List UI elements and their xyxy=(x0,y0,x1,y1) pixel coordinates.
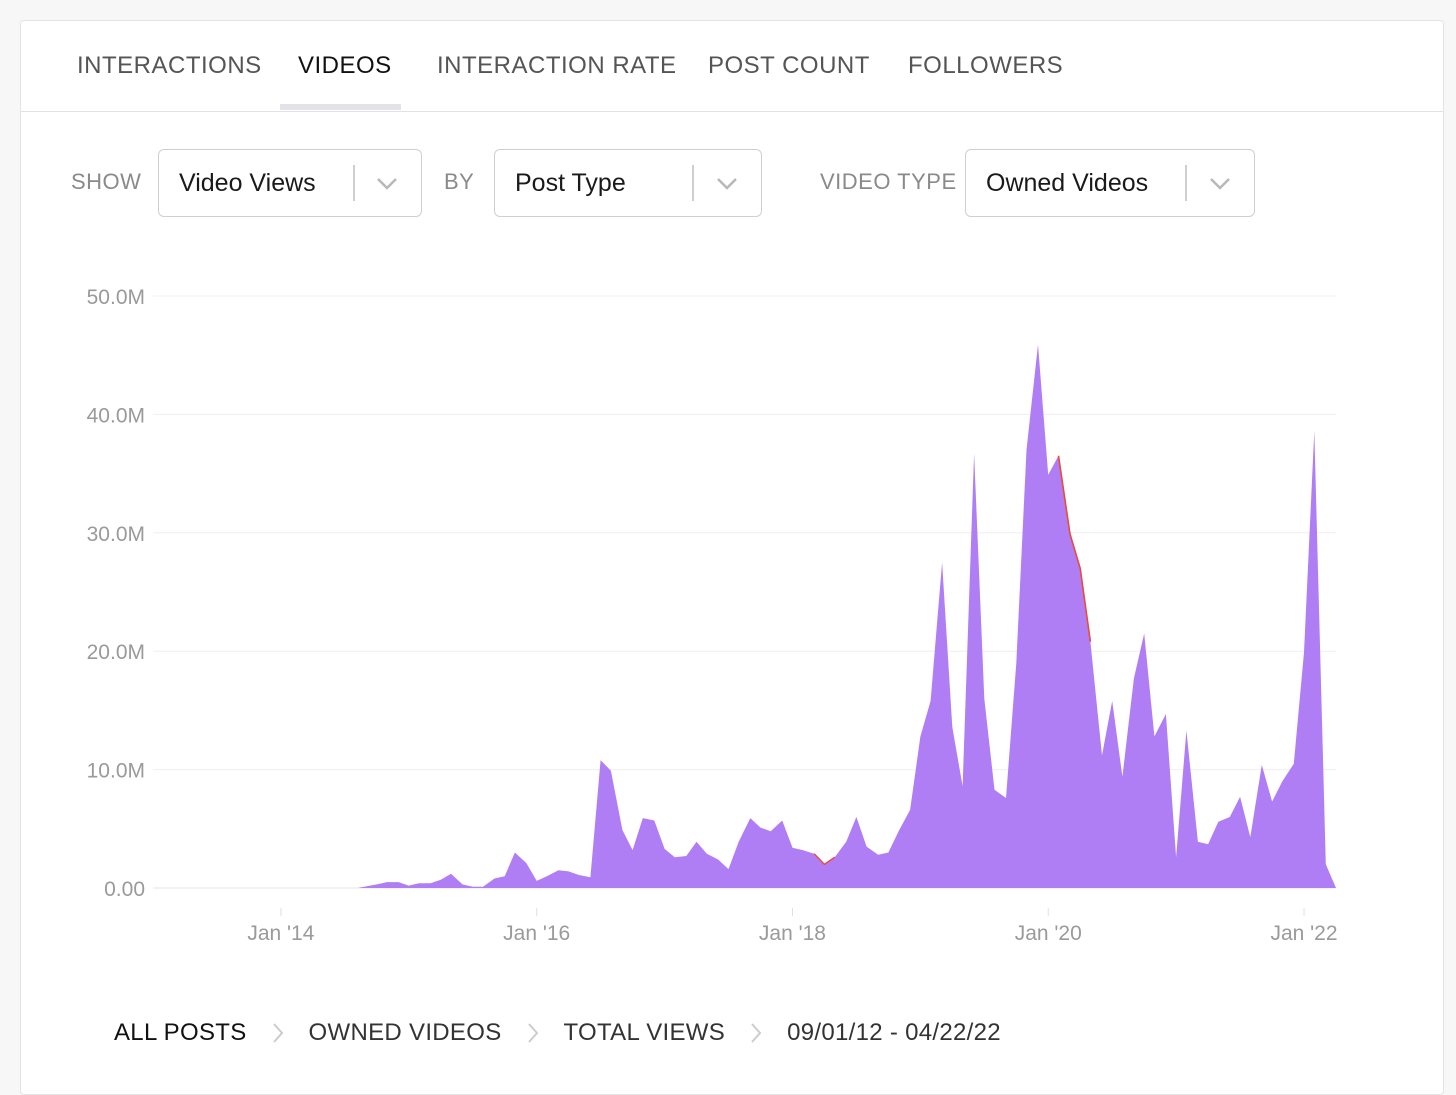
breadcrumb-total-views[interactable]: TOTAL VIEWS xyxy=(563,1019,726,1046)
breadcrumb-owned-videos[interactable]: OWNED VIDEOS xyxy=(308,1019,502,1046)
select-divider xyxy=(692,165,694,201)
x-tick-label: Jan '14 xyxy=(247,922,314,945)
tab-followers[interactable]: FOLLOWERS xyxy=(908,52,1064,79)
x-tick-label: Jan '18 xyxy=(759,922,826,945)
y-tick-label: 50.0M xyxy=(87,286,145,309)
by-select[interactable]: Post Type xyxy=(494,149,762,217)
y-tick-label: 30.0M xyxy=(87,523,145,546)
accent-series-line xyxy=(1057,455,1092,642)
chevron-down-icon[interactable] xyxy=(715,172,739,194)
chevron-right-icon xyxy=(527,1023,538,1043)
chevron-down-icon[interactable] xyxy=(1208,172,1232,194)
x-tick-label: Jan '22 xyxy=(1270,922,1337,945)
y-tick-label: 10.0M xyxy=(87,760,145,783)
accent-series-line xyxy=(813,853,836,866)
tab-post-count[interactable]: POST COUNT xyxy=(708,52,870,79)
chevron-down-icon[interactable] xyxy=(375,172,399,194)
tab-videos[interactable]: VIDEOS xyxy=(298,52,392,79)
video-type-select[interactable]: Owned Videos xyxy=(965,149,1255,217)
by-label: BY xyxy=(444,169,475,194)
select-divider xyxy=(353,165,355,201)
tab-bar: INTERACTIONS VIDEOS INTERACTION RATE POS… xyxy=(21,21,1443,112)
y-tick-label: 40.0M xyxy=(87,404,145,427)
show-select[interactable]: Video Views xyxy=(158,149,422,217)
chevron-right-icon xyxy=(751,1023,762,1043)
breadcrumb-date-range[interactable]: 09/01/12 - 04/22/22 xyxy=(787,1019,1001,1046)
x-axis: Jan '14 Jan '16 Jan '18 Jan '20 Jan '22 xyxy=(247,908,1338,945)
active-tab-indicator xyxy=(280,104,401,110)
area-series xyxy=(153,344,1336,888)
select-divider xyxy=(1185,165,1187,201)
y-axis: 0.00 10.0M 20.0M 30.0M 40.0M 50.0M xyxy=(87,286,145,901)
breadcrumb-all-posts[interactable]: ALL POSTS xyxy=(114,1019,247,1046)
by-select-value: Post Type xyxy=(515,168,626,197)
chevron-right-icon xyxy=(272,1023,283,1043)
analytics-card: INTERACTIONS VIDEOS INTERACTION RATE POS… xyxy=(20,20,1444,1095)
y-tick-label: 20.0M xyxy=(87,641,145,664)
x-tick-label: Jan '20 xyxy=(1015,922,1082,945)
breadcrumb: ALL POSTS OWNED VIDEOS TOTAL VIEWS 09/01… xyxy=(114,1011,1001,1055)
tab-interactions[interactable]: INTERACTIONS xyxy=(77,52,262,79)
y-tick-label: 0.00 xyxy=(104,878,145,901)
x-tick-label: Jan '16 xyxy=(503,922,570,945)
tab-interaction-rate[interactable]: INTERACTION RATE xyxy=(437,52,677,79)
area-fill xyxy=(153,344,1336,888)
grid-lines xyxy=(153,295,1336,889)
video-type-select-value: Owned Videos xyxy=(986,168,1149,197)
show-select-value: Video Views xyxy=(179,168,316,197)
video-type-label: VIDEO TYPE xyxy=(820,169,957,194)
show-label: SHOW xyxy=(71,169,142,194)
